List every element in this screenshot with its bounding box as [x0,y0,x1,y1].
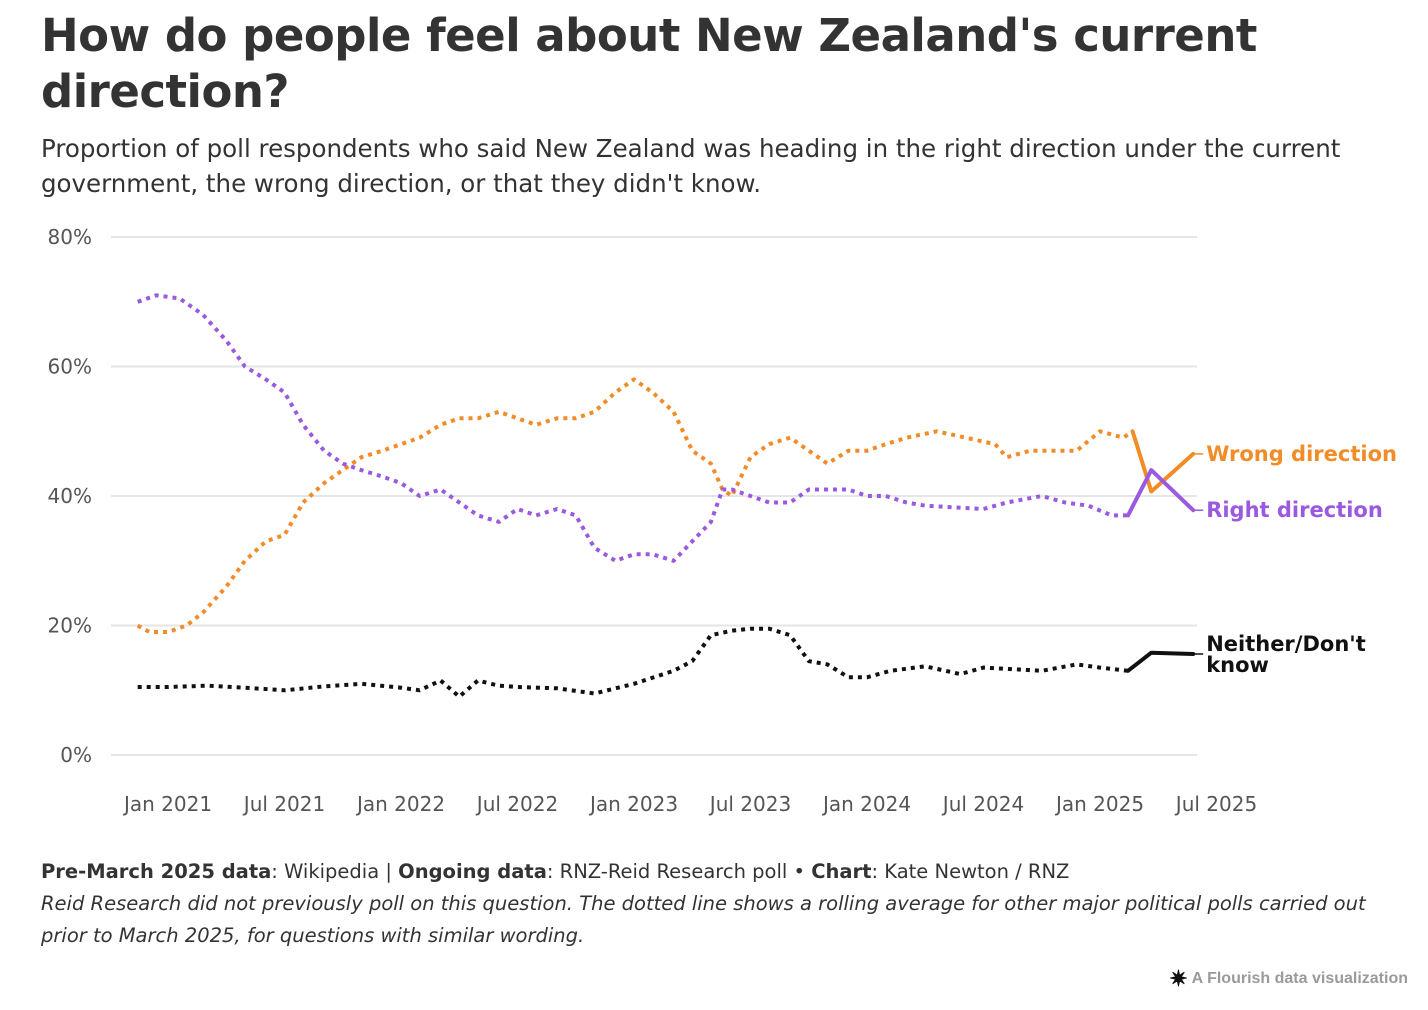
x-tick-label: Jan 2023 [588,792,678,816]
x-tick-label: Jul 2021 [242,792,325,816]
flourish-star-icon: ✷ [1169,966,1188,991]
wrong-direction-series-label: Wrong direction [1206,442,1397,466]
chart-footer: Pre-March 2025 data: Wikipedia | Ongoing… [41,856,1411,952]
y-tick-label: 40% [48,484,92,508]
right-direction-series-label: Right direction [1206,498,1383,522]
neither-don-t-know-series-label: Neither/Don't know [1206,632,1366,677]
y-tick-label: 0% [60,743,92,767]
x-tick-label: Jan 2022 [355,792,445,816]
x-tick-label: Jul 2022 [475,792,558,816]
x-tick-label: Jan 2024 [821,792,911,816]
grid-lines [111,236,1197,756]
x-tick-label: Jul 2024 [941,792,1024,816]
neither-don-t-know-solid-line [1126,650,1196,673]
chart-subtitle: Proportion of poll respondents who said … [41,134,1341,198]
series-group [136,293,1196,699]
series-labels: Wrong direction Right direction Neither/Do… [1193,442,1397,677]
source-pre-label: Pre-March 2025 data [41,860,272,883]
right-direction-solid-line [1126,468,1196,518]
flourish-attribution-link[interactable]: ✷ A Flourish data visualization [1169,966,1408,991]
right-direction-dotted-line [137,293,1128,563]
y-tick-label: 60% [48,355,92,379]
source-line: Pre-March 2025 data: Wikipedia | Ongoing… [41,856,1411,888]
x-tick-label: Jan 2021 [122,792,212,816]
source-ongoing-label: Ongoing data [398,860,547,883]
source-chart-label: Chart [811,860,872,883]
y-tick-label: 20% [48,614,92,638]
wrong-direction-dotted-line [136,377,1134,634]
y-axis: 0% 20% 40% 60% 80% [48,225,92,767]
x-tick-label: Jan 2025 [1054,792,1144,816]
source-pre-value: : Wikipedia | [271,860,399,883]
x-axis: Jan 2021 Jul 2021 Jan 2022 Jul 2022 Jan 2023… [122,792,1257,816]
source-ongoing-value: : RNZ-Reid Research poll • [546,860,812,883]
methodology-note: Reid Research did not previously poll on… [41,892,1366,947]
wrong-direction-solid-line [1130,429,1196,494]
flourish-attribution-text: A Flourish data visualization [1191,970,1408,987]
line-chart: 0%20%40%60%80% Jan 2021 Jul 2021 Jan 2022 J… [48,225,1397,816]
chart-title: How do people feel about New Zealand's c… [41,9,1257,118]
neither-don-t-know-dotted-line [137,626,1129,699]
x-tick-label: Jul 2023 [708,792,791,816]
y-tick-label: 80% [48,225,92,249]
x-tick-label: Jul 2025 [1174,792,1257,816]
source-chart-value: : Kate Newton / RNZ [871,860,1070,883]
